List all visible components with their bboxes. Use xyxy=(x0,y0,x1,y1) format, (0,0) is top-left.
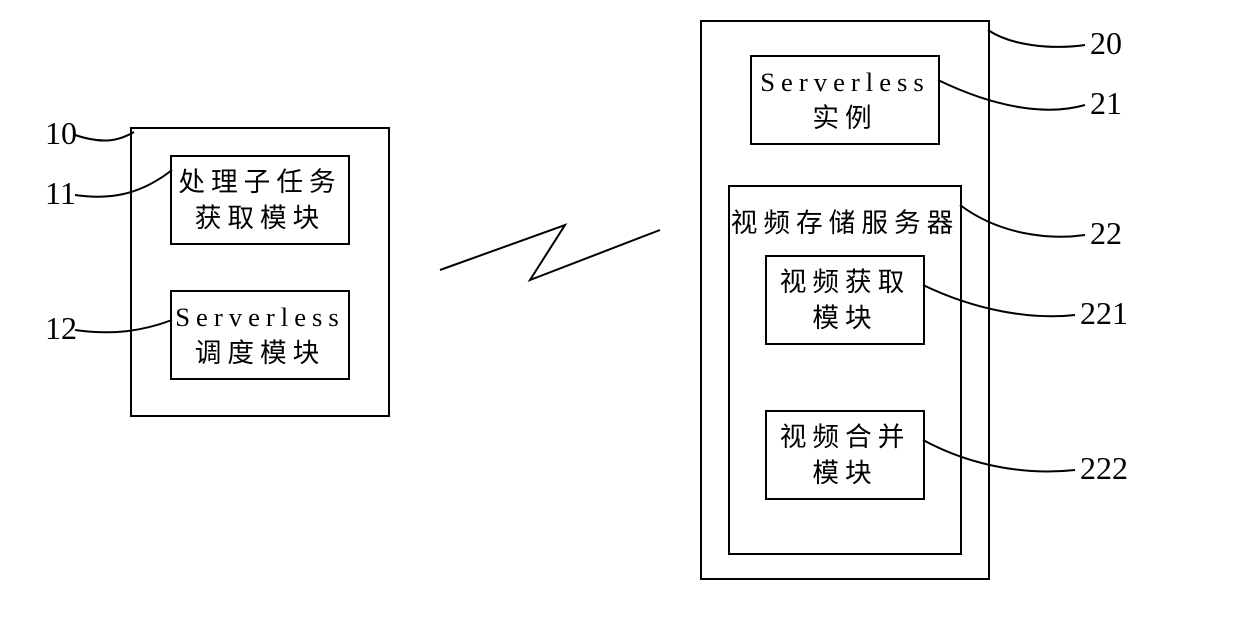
box11-line2: 获取模块 xyxy=(195,200,326,236)
box21-line2: 实例 xyxy=(812,100,877,136)
leader-10 xyxy=(75,132,134,141)
module-21-serverless-instance: Serverless 实例 xyxy=(750,55,940,145)
ref-label-22: 22 xyxy=(1090,215,1122,252)
ref-label-12: 12 xyxy=(45,310,77,347)
box11-line1: 处理子任务 xyxy=(178,164,341,200)
box222-line1: 视频合并 xyxy=(780,419,911,455)
module-221-video-acquire: 视频获取 模块 xyxy=(765,255,925,345)
ref-label-221: 221 xyxy=(1080,295,1128,332)
module-11-subtask-acquire: 处理子任务 获取模块 xyxy=(170,155,350,245)
box221-line2: 模块 xyxy=(812,300,877,336)
ref-label-20: 20 xyxy=(1090,25,1122,62)
module-12-serverless-schedule: Serverless 调度模块 xyxy=(170,290,350,380)
box12-line1: Serverless xyxy=(175,299,345,335)
box12-line2: 调度模块 xyxy=(195,335,326,371)
leader-20 xyxy=(988,30,1085,47)
ref-label-222: 222 xyxy=(1080,450,1128,487)
ref-label-21: 21 xyxy=(1090,85,1122,122)
ref-label-11: 11 xyxy=(45,175,76,212)
box222-line2: 模块 xyxy=(812,455,877,491)
module-222-video-merge: 视频合并 模块 xyxy=(765,410,925,500)
diagram-canvas: 处理子任务 获取模块 Serverless 调度模块 Serverless 实例… xyxy=(0,0,1240,619)
box21-line1: Serverless xyxy=(760,64,930,100)
box22-title: 视频存储服务器 xyxy=(731,205,960,241)
box221-line1: 视频获取 xyxy=(780,264,911,300)
ref-label-10: 10 xyxy=(45,115,77,152)
wireless-lightning-icon xyxy=(440,225,660,280)
